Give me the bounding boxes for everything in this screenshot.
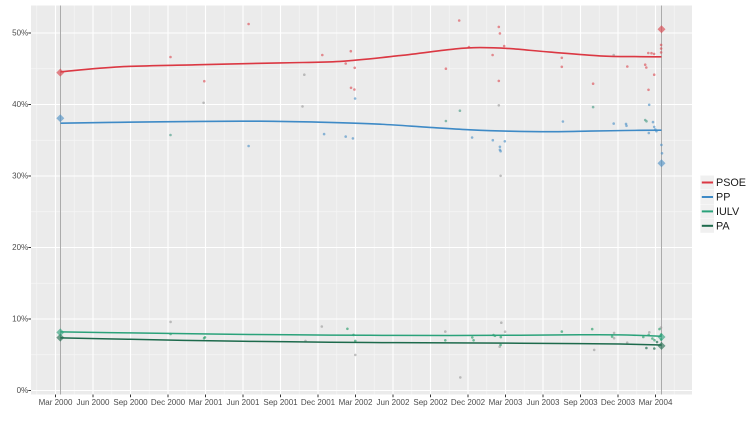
svg-text:PSOE: PSOE (716, 177, 746, 189)
svg-text:Mar 2001: Mar 2001 (189, 398, 223, 407)
svg-text:Jun 2002: Jun 2002 (377, 398, 410, 407)
svg-text:50%: 50% (12, 29, 28, 38)
svg-text:Mar 2002: Mar 2002 (339, 398, 373, 407)
svg-text:Dec 2002: Dec 2002 (451, 398, 486, 407)
svg-text:PA: PA (716, 220, 730, 232)
svg-text:Mar 2000: Mar 2000 (39, 398, 73, 407)
svg-text:Mar 2003: Mar 2003 (489, 398, 523, 407)
svg-text:0%: 0% (17, 386, 29, 395)
svg-text:IULV: IULV (716, 206, 740, 218)
svg-text:Dec 2003: Dec 2003 (601, 398, 636, 407)
svg-text:Jun 2001: Jun 2001 (227, 398, 260, 407)
svg-text:30%: 30% (12, 172, 28, 181)
svg-text:Sep 2003: Sep 2003 (563, 398, 598, 407)
svg-text:Jun 2003: Jun 2003 (527, 398, 560, 407)
svg-text:Sep 2000: Sep 2000 (113, 398, 148, 407)
svg-text:Sep 2001: Sep 2001 (263, 398, 298, 407)
svg-text:PP: PP (716, 192, 730, 204)
svg-text:Dec 2001: Dec 2001 (301, 398, 336, 407)
svg-text:Sep 2002: Sep 2002 (413, 398, 448, 407)
svg-text:40%: 40% (12, 100, 28, 109)
svg-text:10%: 10% (12, 315, 28, 324)
svg-text:20%: 20% (12, 243, 28, 252)
svg-text:Jun 2000: Jun 2000 (77, 398, 110, 407)
svg-text:Mar 2004: Mar 2004 (639, 398, 673, 407)
svg-text:Dec 2000: Dec 2000 (151, 398, 186, 407)
